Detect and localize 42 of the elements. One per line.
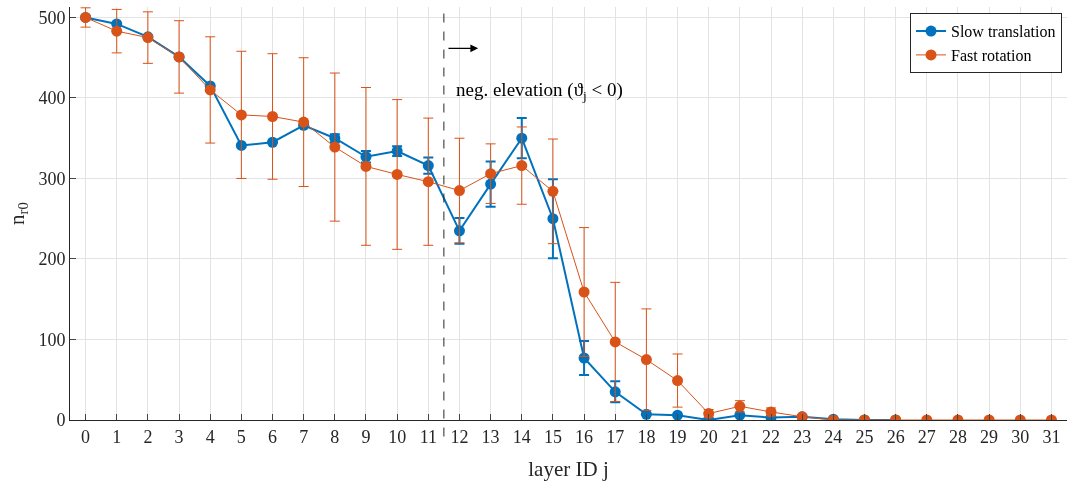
x-axis-title: layer ID j xyxy=(528,456,609,481)
x-tick-label: 27 xyxy=(917,426,936,447)
x-tick-label: 3 xyxy=(174,426,184,447)
x-tick-label: 17 xyxy=(606,426,625,447)
x-tick-label: 2 xyxy=(143,426,153,447)
x-tick-label: 13 xyxy=(481,426,500,447)
x-tick-label: 8 xyxy=(330,426,340,447)
x-tick-label: 22 xyxy=(762,426,781,447)
x-tick-label: 23 xyxy=(793,426,812,447)
x-tick-label: 21 xyxy=(730,426,749,447)
x-tick-label: 5 xyxy=(236,426,246,447)
y-tick-label: 100 xyxy=(38,329,66,350)
y-tick-label: 400 xyxy=(38,88,66,109)
y-tick-label: 0 xyxy=(56,410,66,431)
x-tick-label: 4 xyxy=(205,426,215,447)
y-tick-label: 300 xyxy=(38,168,66,189)
x-tick-label: 9 xyxy=(361,426,371,447)
x-tick-label: 6 xyxy=(268,426,278,447)
x-tick-label: 12 xyxy=(450,426,469,447)
legend-label: Slow translation xyxy=(951,23,1056,41)
x-tick-label: 24 xyxy=(824,426,843,447)
x-tick-label: 16 xyxy=(575,426,594,447)
x-tick-label: 14 xyxy=(512,426,531,447)
x-tick-label: 15 xyxy=(543,426,562,447)
x-tick-label: 10 xyxy=(388,426,407,447)
x-tick-label: 29 xyxy=(980,426,999,447)
x-tick-label: 30 xyxy=(1011,426,1030,447)
ref-line-label: neg. elevation (ϑ$_{j}$ < 0) xyxy=(456,79,623,103)
x-tick-label: 31 xyxy=(1042,426,1061,447)
x-tick-label: 28 xyxy=(948,426,967,447)
legend-label: Fast rotation xyxy=(951,47,1032,65)
x-tick-label: 7 xyxy=(299,426,309,447)
x-tick-label: 1 xyxy=(112,426,122,447)
x-tick-label: 18 xyxy=(637,426,656,447)
x-tick-label: 20 xyxy=(699,426,718,447)
x-tick-label: 26 xyxy=(886,426,905,447)
x-tick-label: 0 xyxy=(81,426,91,447)
y-tick-label: 200 xyxy=(38,249,66,270)
x-tick-label: 11 xyxy=(419,426,437,447)
x-tick-label: 25 xyxy=(855,426,874,447)
x-tick-label: 19 xyxy=(668,426,687,447)
y-tick-label: 500 xyxy=(38,7,66,28)
